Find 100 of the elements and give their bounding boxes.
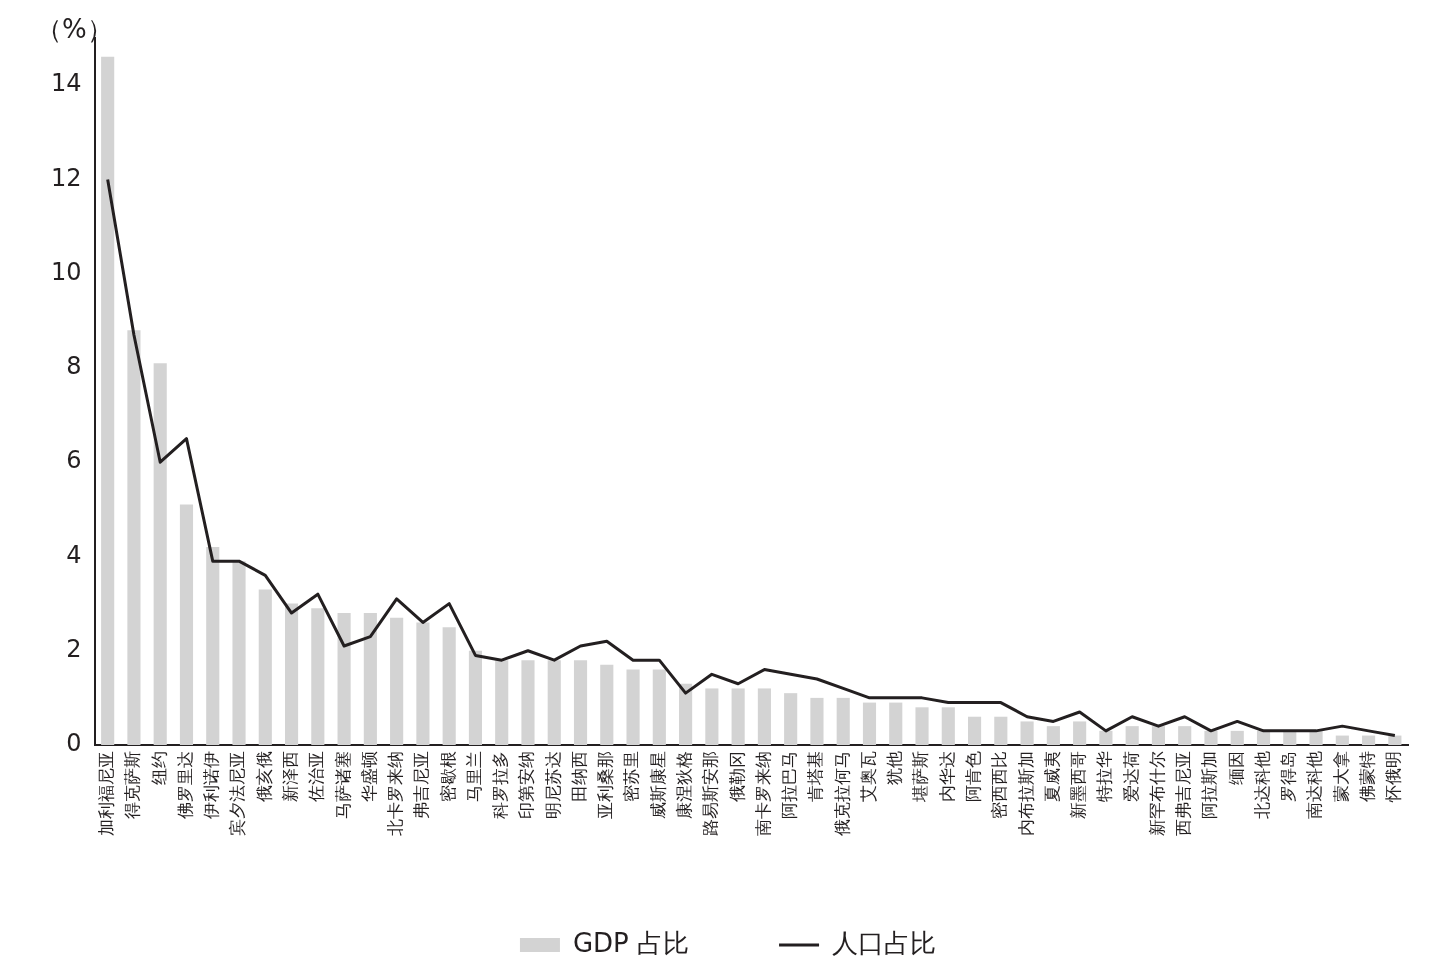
x-tick-label: 佛蒙特 — [1357, 751, 1378, 802]
bar — [390, 617, 404, 745]
bar — [1230, 730, 1244, 745]
bar — [153, 363, 167, 745]
bar — [101, 56, 115, 745]
x-tick-label: 艾奥瓦 — [857, 751, 878, 802]
bar — [626, 669, 640, 745]
x-tick-label: 俄勒冈 — [726, 751, 747, 802]
bar — [705, 688, 719, 745]
bar — [337, 613, 351, 745]
bar — [468, 650, 483, 745]
x-tick-label: 新泽西 — [279, 751, 300, 802]
x-tick-label: 威斯康星 — [647, 751, 668, 819]
x-tick-label: 犹他 — [884, 751, 905, 785]
x-tick-label: 路易斯安那 — [700, 751, 721, 836]
y-tick-label: 12 — [50, 163, 82, 192]
x-tick-label: 特拉华 — [1094, 751, 1115, 802]
bar — [1099, 730, 1113, 745]
bar — [573, 660, 588, 745]
x-tick-label: 亚利桑那 — [595, 751, 616, 819]
bar — [521, 660, 535, 745]
bar — [731, 688, 745, 745]
bar — [232, 561, 246, 745]
bar — [810, 697, 824, 745]
x-tick-label: 马萨诸塞 — [332, 751, 353, 819]
bar — [547, 660, 561, 745]
bar — [600, 664, 614, 745]
bar — [311, 608, 325, 745]
y-tick-label: 8 — [66, 352, 82, 381]
bar — [1020, 721, 1034, 745]
x-tick-label: 怀俄明 — [1383, 751, 1404, 803]
x-tick-label: 夏威夷 — [1041, 751, 1062, 802]
bar — [1178, 726, 1192, 745]
y-tick-label: 2 — [66, 634, 82, 663]
x-tick-label: 宾夕法尼亚 — [227, 751, 248, 836]
x-tick-label: 罗得岛 — [1278, 751, 1299, 802]
bar — [1256, 730, 1271, 745]
x-tick-label: 西弗吉尼亚 — [1173, 751, 1194, 836]
x-tick-label: 缅因 — [1225, 751, 1246, 785]
x-tick-label: 北卡罗来纳 — [385, 751, 406, 836]
x-tick-label: 康涅狄格 — [674, 751, 695, 819]
bar — [889, 702, 903, 745]
x-tick-label: 爱达荷 — [1120, 751, 1141, 802]
y-tick-label: 14 — [50, 69, 82, 98]
x-tick-label: 得克萨斯 — [122, 751, 143, 819]
y-tick-label: 10 — [50, 257, 82, 286]
y-tick-label: 6 — [66, 446, 82, 475]
legend-label: GDP 占比 — [572, 927, 690, 958]
bar — [679, 683, 693, 745]
bar — [652, 669, 666, 745]
x-tick-label: 佛罗里达 — [174, 751, 195, 819]
bar — [206, 547, 220, 745]
x-tick-label: 佐治亚 — [306, 751, 327, 802]
bar — [836, 697, 850, 745]
x-tick-label: 华盛顿 — [358, 751, 379, 802]
y-axis-title: （%） — [36, 13, 113, 44]
bar — [1151, 726, 1166, 745]
x-tick-label: 弗吉尼亚 — [411, 751, 432, 819]
bar — [1204, 730, 1218, 745]
bar — [416, 622, 430, 745]
legend-label: 人口占比 — [832, 927, 937, 958]
bar — [1073, 721, 1087, 745]
bar — [284, 603, 299, 745]
x-tick-label: 南卡罗来纳 — [752, 751, 773, 836]
x-tick-label: 内布拉斯加 — [1015, 751, 1036, 836]
x-tick-label: 俄克拉何马 — [831, 751, 852, 836]
bar — [363, 613, 377, 745]
x-tick-label: 内华达 — [936, 751, 957, 802]
x-tick-label: 伊利诺伊 — [201, 751, 222, 819]
bar — [179, 504, 194, 745]
bar — [1125, 726, 1139, 745]
x-tick-label: 密苏里 — [621, 751, 642, 802]
x-tick-label: 肯塔基 — [805, 751, 826, 802]
bar — [258, 589, 272, 745]
bar — [994, 716, 1008, 745]
x-tick-label: 加利福尼亚 — [96, 751, 117, 836]
bar — [1309, 730, 1323, 745]
x-tick-label: 密西西比 — [989, 751, 1010, 819]
bar — [127, 330, 141, 745]
x-tick-label: 新墨西哥 — [1068, 751, 1089, 819]
x-tick-label: 南达科他 — [1304, 751, 1325, 819]
x-tick-label: 明尼苏达 — [542, 751, 563, 819]
x-tick-label: 印第安纳 — [516, 751, 537, 819]
x-tick-label: 纽约 — [148, 751, 169, 785]
bar — [1388, 735, 1402, 745]
x-tick-label: 密歇根 — [437, 751, 458, 802]
bar — [1283, 730, 1297, 745]
x-tick-label: 堪萨斯 — [910, 751, 931, 803]
bar — [967, 716, 982, 745]
bar — [1362, 735, 1376, 745]
bar — [915, 707, 929, 745]
bar — [941, 707, 955, 745]
x-tick-label: 蒙大拿 — [1330, 751, 1351, 802]
x-tick-label: 马里兰 — [463, 751, 484, 802]
x-tick-label: 俄亥俄 — [253, 751, 274, 802]
bar — [862, 702, 877, 745]
bar — [442, 627, 456, 745]
x-tick-label: 阿拉巴马 — [779, 751, 800, 819]
x-tick-label: 阿肯色 — [962, 751, 983, 802]
bar — [757, 688, 771, 745]
